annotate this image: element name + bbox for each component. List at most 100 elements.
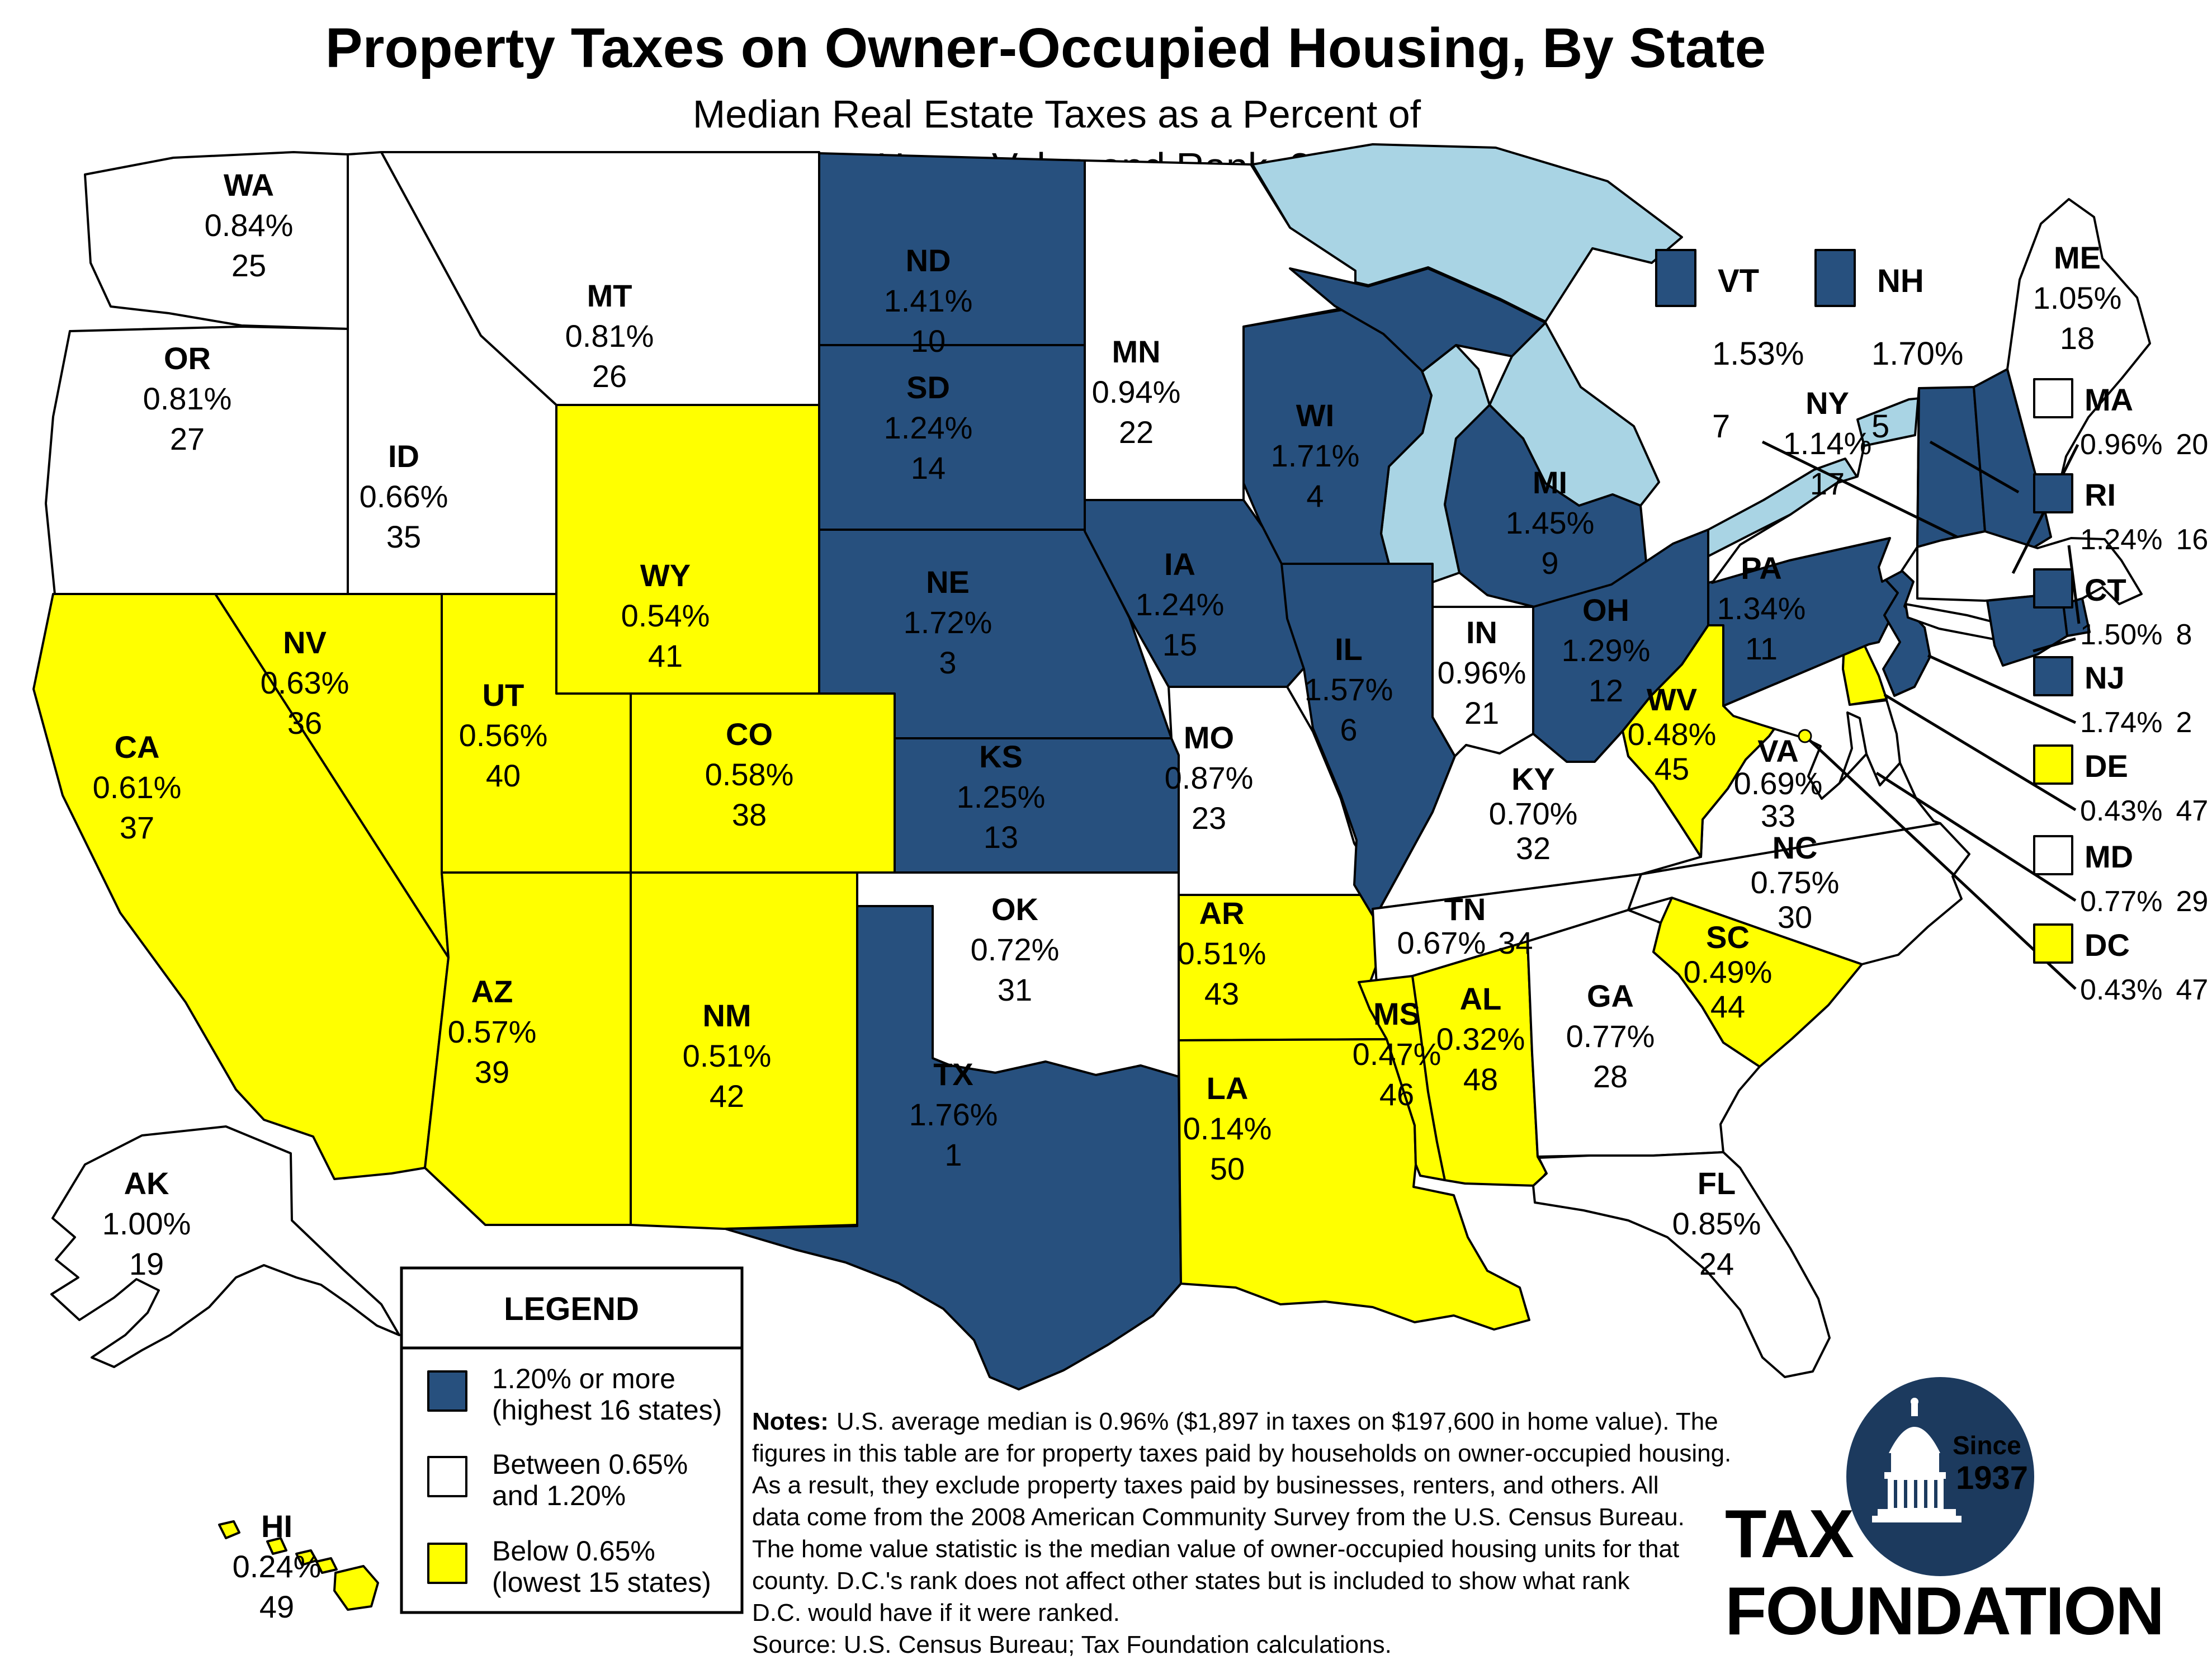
callout-line-CT (2033, 637, 2076, 653)
svg-text:0.32%: 0.32% (1436, 1021, 1525, 1057)
label-TX: TX 1.76% 1 (909, 1057, 998, 1172)
svg-text:13: 13 (984, 819, 1018, 855)
svg-text:AL: AL (1460, 981, 1502, 1016)
callout-VT: VT 1.53% 7 (1655, 249, 1804, 445)
ma-value-rank: 0.96% 20 (2080, 428, 2208, 461)
md-value: 0.77% (2080, 885, 2162, 918)
svg-text:0.96%: 0.96% (1438, 655, 1526, 690)
label-IA: IA 1.24% 15 (1136, 546, 1225, 662)
svg-text:CO: CO (726, 716, 773, 752)
dc-abbr: DC (2085, 927, 2130, 963)
label-MS: MS 0.47% 46 (1353, 996, 1441, 1112)
svg-text:0.58%: 0.58% (705, 757, 794, 792)
label-WV: WV0.48%45 (1628, 682, 1717, 786)
svg-text:0.85%: 0.85% (1672, 1206, 1761, 1241)
md-swatch (2033, 835, 2073, 875)
svg-text:1.00%: 1.00% (102, 1206, 191, 1241)
svg-text:33: 33 (1761, 798, 1795, 833)
ct-abbr: CT (2085, 572, 2126, 607)
callout-RI: RI 1.24% 16 (2033, 473, 2208, 556)
label-KY: KY0.70%32 (1489, 761, 1578, 866)
svg-text:WI: WI (1296, 398, 1334, 433)
label-NE: NE 1.72% 3 (904, 564, 992, 680)
subtitle-line-1: Median Real Estate Taxes as a Percent of (693, 92, 1421, 136)
svg-text:1.41%: 1.41% (884, 283, 973, 318)
svg-text:12: 12 (1589, 673, 1623, 708)
svg-text:WY: WY (640, 558, 691, 593)
svg-text:0.81%: 0.81% (143, 381, 232, 416)
callout-NH: NH 1.70% 5 (1814, 249, 1963, 445)
label-VA: VA0.69%33 (1734, 733, 1823, 833)
svg-text:0.75%: 0.75% (1751, 865, 1840, 900)
label-WI: WI 1.71% 4 (1271, 398, 1360, 513)
svg-text:0.24%: 0.24% (233, 1549, 322, 1584)
svg-text:3: 3 (939, 645, 956, 680)
svg-text:41: 41 (648, 638, 683, 673)
ma-abbr: MA (2085, 382, 2133, 417)
notes-source: Source: U.S. Census Bureau; Tax Foundati… (752, 1631, 1392, 1658)
svg-text:VA: VA (1757, 733, 1799, 769)
hi-island-4 (315, 1557, 338, 1574)
ri-value: 1.24% (2080, 524, 2162, 556)
state-FL (1532, 1151, 1831, 1378)
vt-abbr: VT (1718, 263, 1759, 299)
svg-text:0.48%: 0.48% (1628, 716, 1717, 752)
svg-text:1.14%: 1.14% (1783, 426, 1872, 461)
nj-rank: 2 (2176, 706, 2192, 739)
svg-text:1.24%: 1.24% (1136, 587, 1225, 622)
svg-text:1.29%: 1.29% (1562, 633, 1651, 668)
svg-text:0.69%: 0.69% (1734, 766, 1823, 801)
nj-abbr: NJ (2085, 660, 2125, 695)
svg-text:GA: GA (1587, 978, 1634, 1013)
notes: Notes: U.S. average median is 0.96% ($1,8… (752, 1408, 1731, 1658)
callout-line-RI (2067, 545, 2081, 624)
de-abbr: DE (2085, 748, 2128, 784)
callout-NJ: NJ 1.74% 2 (2033, 656, 2192, 739)
svg-text:NC: NC (1773, 830, 1818, 865)
ct-swatch (2033, 568, 2073, 609)
svg-text:LA: LA (1207, 1071, 1249, 1106)
logo-since: Since (1953, 1431, 2021, 1460)
logo-tax-foundation: Since 1937 TAX FOUNDATION (1725, 1377, 2164, 1649)
svg-text:42: 42 (710, 1078, 744, 1114)
state-NJ (1882, 560, 1931, 697)
callout-CT: CT 1.50% 8 (2033, 568, 2192, 651)
ri-swatch (2033, 473, 2073, 513)
svg-text:ID: ID (388, 439, 419, 474)
svg-text:HI: HI (261, 1508, 292, 1544)
svg-text:1.71%: 1.71% (1271, 438, 1360, 473)
label-OK: OK 0.72% 31 (971, 892, 1060, 1007)
md-rank: 29 (2176, 885, 2208, 918)
svg-text:15: 15 (1162, 627, 1197, 662)
svg-text:0.87%: 0.87% (1165, 760, 1254, 795)
svg-text:0.77%: 0.77% (1566, 1019, 1655, 1054)
svg-text:28: 28 (1593, 1059, 1628, 1094)
label-NM: NM 0.51% 42 (683, 998, 772, 1114)
svg-text:22: 22 (1119, 414, 1154, 450)
state-TX (724, 905, 1182, 1390)
svg-text:0.66%: 0.66% (360, 479, 448, 514)
hi-island-2 (266, 1537, 287, 1555)
label-AK: AK 1.00% 19 (102, 1166, 191, 1281)
svg-text:MS: MS (1373, 996, 1420, 1031)
svg-text:23: 23 (1192, 800, 1226, 836)
svg-text:MO: MO (1184, 720, 1234, 755)
svg-text:UT: UT (483, 677, 524, 713)
svg-text:0.81%: 0.81% (565, 318, 654, 353)
svg-text:1.34%: 1.34% (1717, 591, 1806, 626)
svg-text:CA: CA (115, 729, 160, 765)
capitol-columns (1894, 1480, 1937, 1508)
svg-text:0.56%: 0.56% (459, 718, 548, 753)
nj-value-rank: 1.74% 2 (2080, 706, 2192, 739)
label-HI: HI 0.24% 49 (233, 1508, 322, 1624)
svg-text:TX: TX (933, 1057, 973, 1092)
callout-line-VT (1761, 440, 1958, 539)
svg-text:MN: MN (1112, 334, 1160, 369)
vt-rank: 7 (1712, 408, 1730, 445)
svg-text:1.76%: 1.76% (909, 1097, 998, 1132)
page-title: Property Taxes on Owner-Occupied Housing… (325, 17, 1766, 79)
svg-text:0.14%: 0.14% (1183, 1111, 1272, 1146)
ma-rank: 20 (2176, 428, 2208, 461)
